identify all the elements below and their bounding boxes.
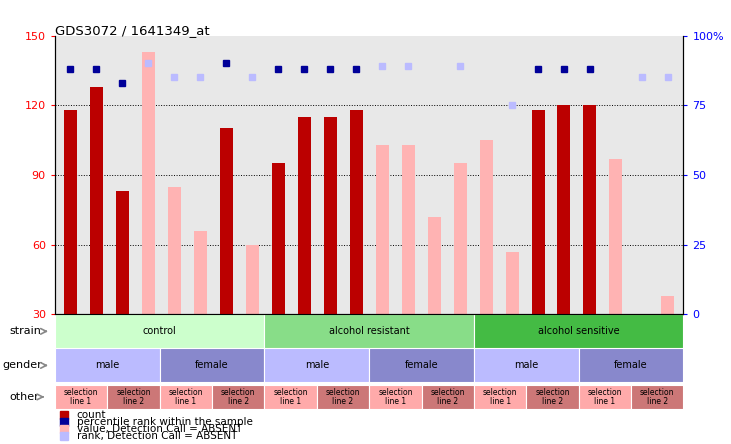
Bar <box>116 191 129 314</box>
Text: selection
line 2: selection line 2 <box>640 388 675 406</box>
Text: rank, Detection Call = ABSENT: rank, Detection Call = ABSENT <box>77 431 237 441</box>
Text: selection
line 2: selection line 2 <box>326 388 360 406</box>
Text: selection
line 1: selection line 1 <box>378 388 412 406</box>
Text: female: female <box>405 361 439 370</box>
Bar <box>55 349 159 382</box>
Bar <box>579 385 631 409</box>
Text: alcohol sensitive: alcohol sensitive <box>538 326 619 337</box>
Text: strain: strain <box>10 326 42 337</box>
Bar <box>349 110 363 314</box>
Bar <box>142 52 155 314</box>
Text: control: control <box>143 326 176 337</box>
Bar <box>376 145 389 314</box>
Bar <box>265 314 474 349</box>
Bar <box>159 349 265 382</box>
Bar <box>64 110 77 314</box>
Bar <box>401 145 414 314</box>
Bar <box>579 349 683 382</box>
Bar <box>90 87 103 314</box>
Bar <box>531 110 545 314</box>
Text: male: male <box>514 361 539 370</box>
Bar <box>265 385 317 409</box>
Bar <box>631 385 683 409</box>
Bar <box>272 163 285 314</box>
Bar <box>317 385 369 409</box>
Bar <box>506 252 518 314</box>
Bar <box>159 385 212 409</box>
Bar <box>422 385 474 409</box>
Text: selection
line 1: selection line 1 <box>169 388 203 406</box>
Text: selection
line 1: selection line 1 <box>483 388 518 406</box>
Bar <box>55 314 265 349</box>
Text: GDS3072 / 1641349_at: GDS3072 / 1641349_at <box>55 24 210 37</box>
Text: other: other <box>10 392 39 402</box>
Text: count: count <box>77 410 106 420</box>
Bar <box>662 296 675 314</box>
Text: female: female <box>195 361 229 370</box>
Bar <box>474 314 683 349</box>
Text: selection
line 2: selection line 2 <box>116 388 151 406</box>
Text: female: female <box>614 361 648 370</box>
Bar <box>610 159 622 314</box>
Bar <box>212 385 265 409</box>
Text: selection
line 2: selection line 2 <box>535 388 569 406</box>
Bar <box>428 217 441 314</box>
Bar <box>474 385 526 409</box>
Text: selection
line 1: selection line 1 <box>64 388 98 406</box>
Bar <box>107 385 159 409</box>
Text: percentile rank within the sample: percentile rank within the sample <box>77 417 253 428</box>
Text: selection
line 2: selection line 2 <box>431 388 465 406</box>
Text: selection
line 1: selection line 1 <box>273 388 308 406</box>
Text: value, Detection Call = ABSENT: value, Detection Call = ABSENT <box>77 424 242 434</box>
Bar <box>324 117 337 314</box>
Text: male: male <box>305 361 329 370</box>
Bar <box>369 385 422 409</box>
Bar <box>526 385 579 409</box>
Text: selection
line 2: selection line 2 <box>221 388 255 406</box>
Bar <box>583 105 596 314</box>
Bar <box>453 163 466 314</box>
Bar <box>168 186 181 314</box>
Bar <box>298 117 311 314</box>
Bar <box>558 105 570 314</box>
Text: male: male <box>95 361 119 370</box>
Bar <box>369 349 474 382</box>
Bar <box>55 385 107 409</box>
Bar <box>246 245 259 314</box>
Bar <box>480 140 493 314</box>
Text: alcohol resistant: alcohol resistant <box>329 326 409 337</box>
Text: gender: gender <box>2 361 42 370</box>
Bar <box>265 349 369 382</box>
Bar <box>194 231 207 314</box>
Text: selection
line 1: selection line 1 <box>588 388 622 406</box>
Bar <box>220 128 232 314</box>
Bar <box>474 349 579 382</box>
